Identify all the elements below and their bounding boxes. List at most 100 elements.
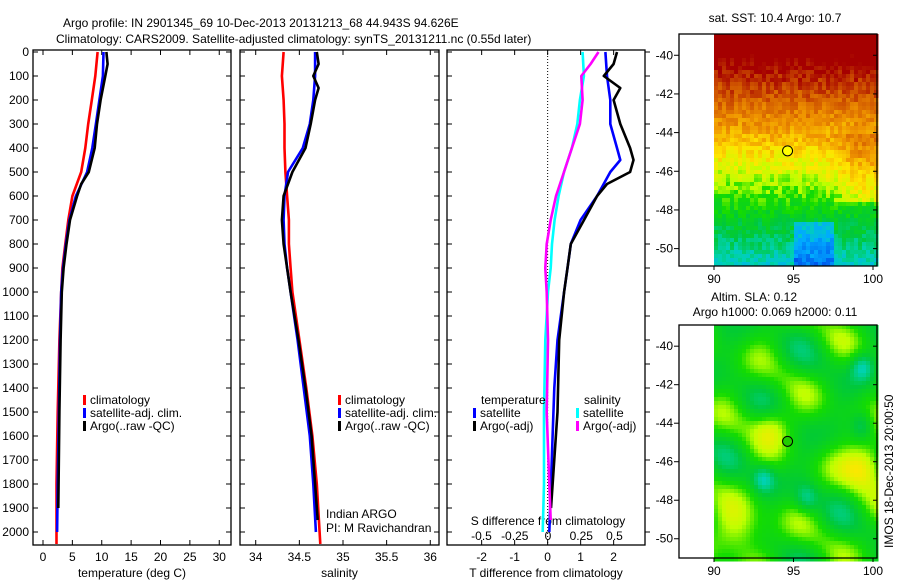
map-cell [810,437,815,442]
map-cell [782,497,787,502]
map-cell [874,178,879,183]
map-cell [826,537,831,542]
map-cell [758,545,763,550]
map-cell [746,110,751,115]
map-cell [782,182,787,187]
map-cell [770,118,775,123]
map-cell [734,373,739,378]
map-cell [842,174,847,179]
map-cell [782,138,787,143]
map-cell [754,230,759,235]
map-cell [818,82,823,87]
map-cell [830,489,835,494]
map-cell [862,429,867,434]
map-cell [874,381,879,386]
map-cell [866,102,871,107]
map-cell [774,525,779,530]
map-cell [714,182,719,187]
map-cell [838,457,843,462]
map-cell [814,333,819,338]
map-cell [778,401,783,406]
map-cell [850,353,855,358]
map-cell [870,214,875,219]
map-cell [822,441,827,446]
map-cell [722,162,727,167]
map-cell [778,82,783,87]
map-cell [830,453,835,458]
map-cell [770,206,775,211]
map-cell [718,178,723,183]
map-cell [822,509,827,514]
map-cell [750,517,755,522]
map-cell [850,122,855,127]
map-cell [770,142,775,147]
map-cell [798,369,803,374]
map-cell [846,533,851,538]
map-cell [822,533,827,538]
map-cell [806,230,811,235]
map-cell [746,146,751,151]
map-cell [742,333,747,338]
map-cell [866,337,871,342]
map-cell [798,178,803,183]
map-cell [806,489,811,494]
map-cell [714,497,719,502]
map-cell [730,102,735,107]
map-cell [822,513,827,518]
map-cell [730,42,735,47]
map-cell [762,461,767,466]
map-cell [822,413,827,418]
map-cell [794,38,799,43]
map-cell [778,397,783,402]
map-cell [810,353,815,358]
map-cell [814,110,819,115]
map-cell [870,425,875,430]
map-cell [790,365,795,370]
map-cell [738,413,743,418]
map-cell [810,198,815,203]
map-cell [858,146,863,151]
map-cell [866,373,871,378]
map-cell [826,349,831,354]
map-cell [834,381,839,386]
map-cell [734,114,739,119]
map-cell [750,58,755,63]
map-cell [826,389,831,394]
map-cell [814,218,819,223]
map-cell [722,206,727,211]
map-cell [834,106,839,111]
map-cell [734,405,739,410]
map-cell [726,333,731,338]
map-cell [770,477,775,482]
map-cell [754,441,759,446]
map-cell [858,234,863,239]
map-cell [726,517,731,522]
map-cell [842,106,847,111]
map-cell [854,194,859,199]
map-cell [794,50,799,55]
map-cell [846,537,851,542]
map-cell [714,533,719,538]
map-cell [794,162,799,167]
map-cell [854,238,859,243]
map-cell [874,393,879,398]
map-cell [854,226,859,231]
map-cell [786,329,791,334]
map-cell [774,90,779,95]
map-cell [862,509,867,514]
map-cell [782,126,787,131]
map-cell [870,166,875,171]
map-cell [714,86,719,91]
map-cell [790,38,795,43]
map-cell [718,345,723,350]
map-cell [726,481,731,486]
map-cell [766,182,771,187]
map-cell [738,198,743,203]
map-cell [734,485,739,490]
map-cell [838,170,843,175]
map-cell [846,517,851,522]
map-cell [730,449,735,454]
map-cell [746,489,751,494]
map-cell [790,457,795,462]
map-cell [834,521,839,526]
